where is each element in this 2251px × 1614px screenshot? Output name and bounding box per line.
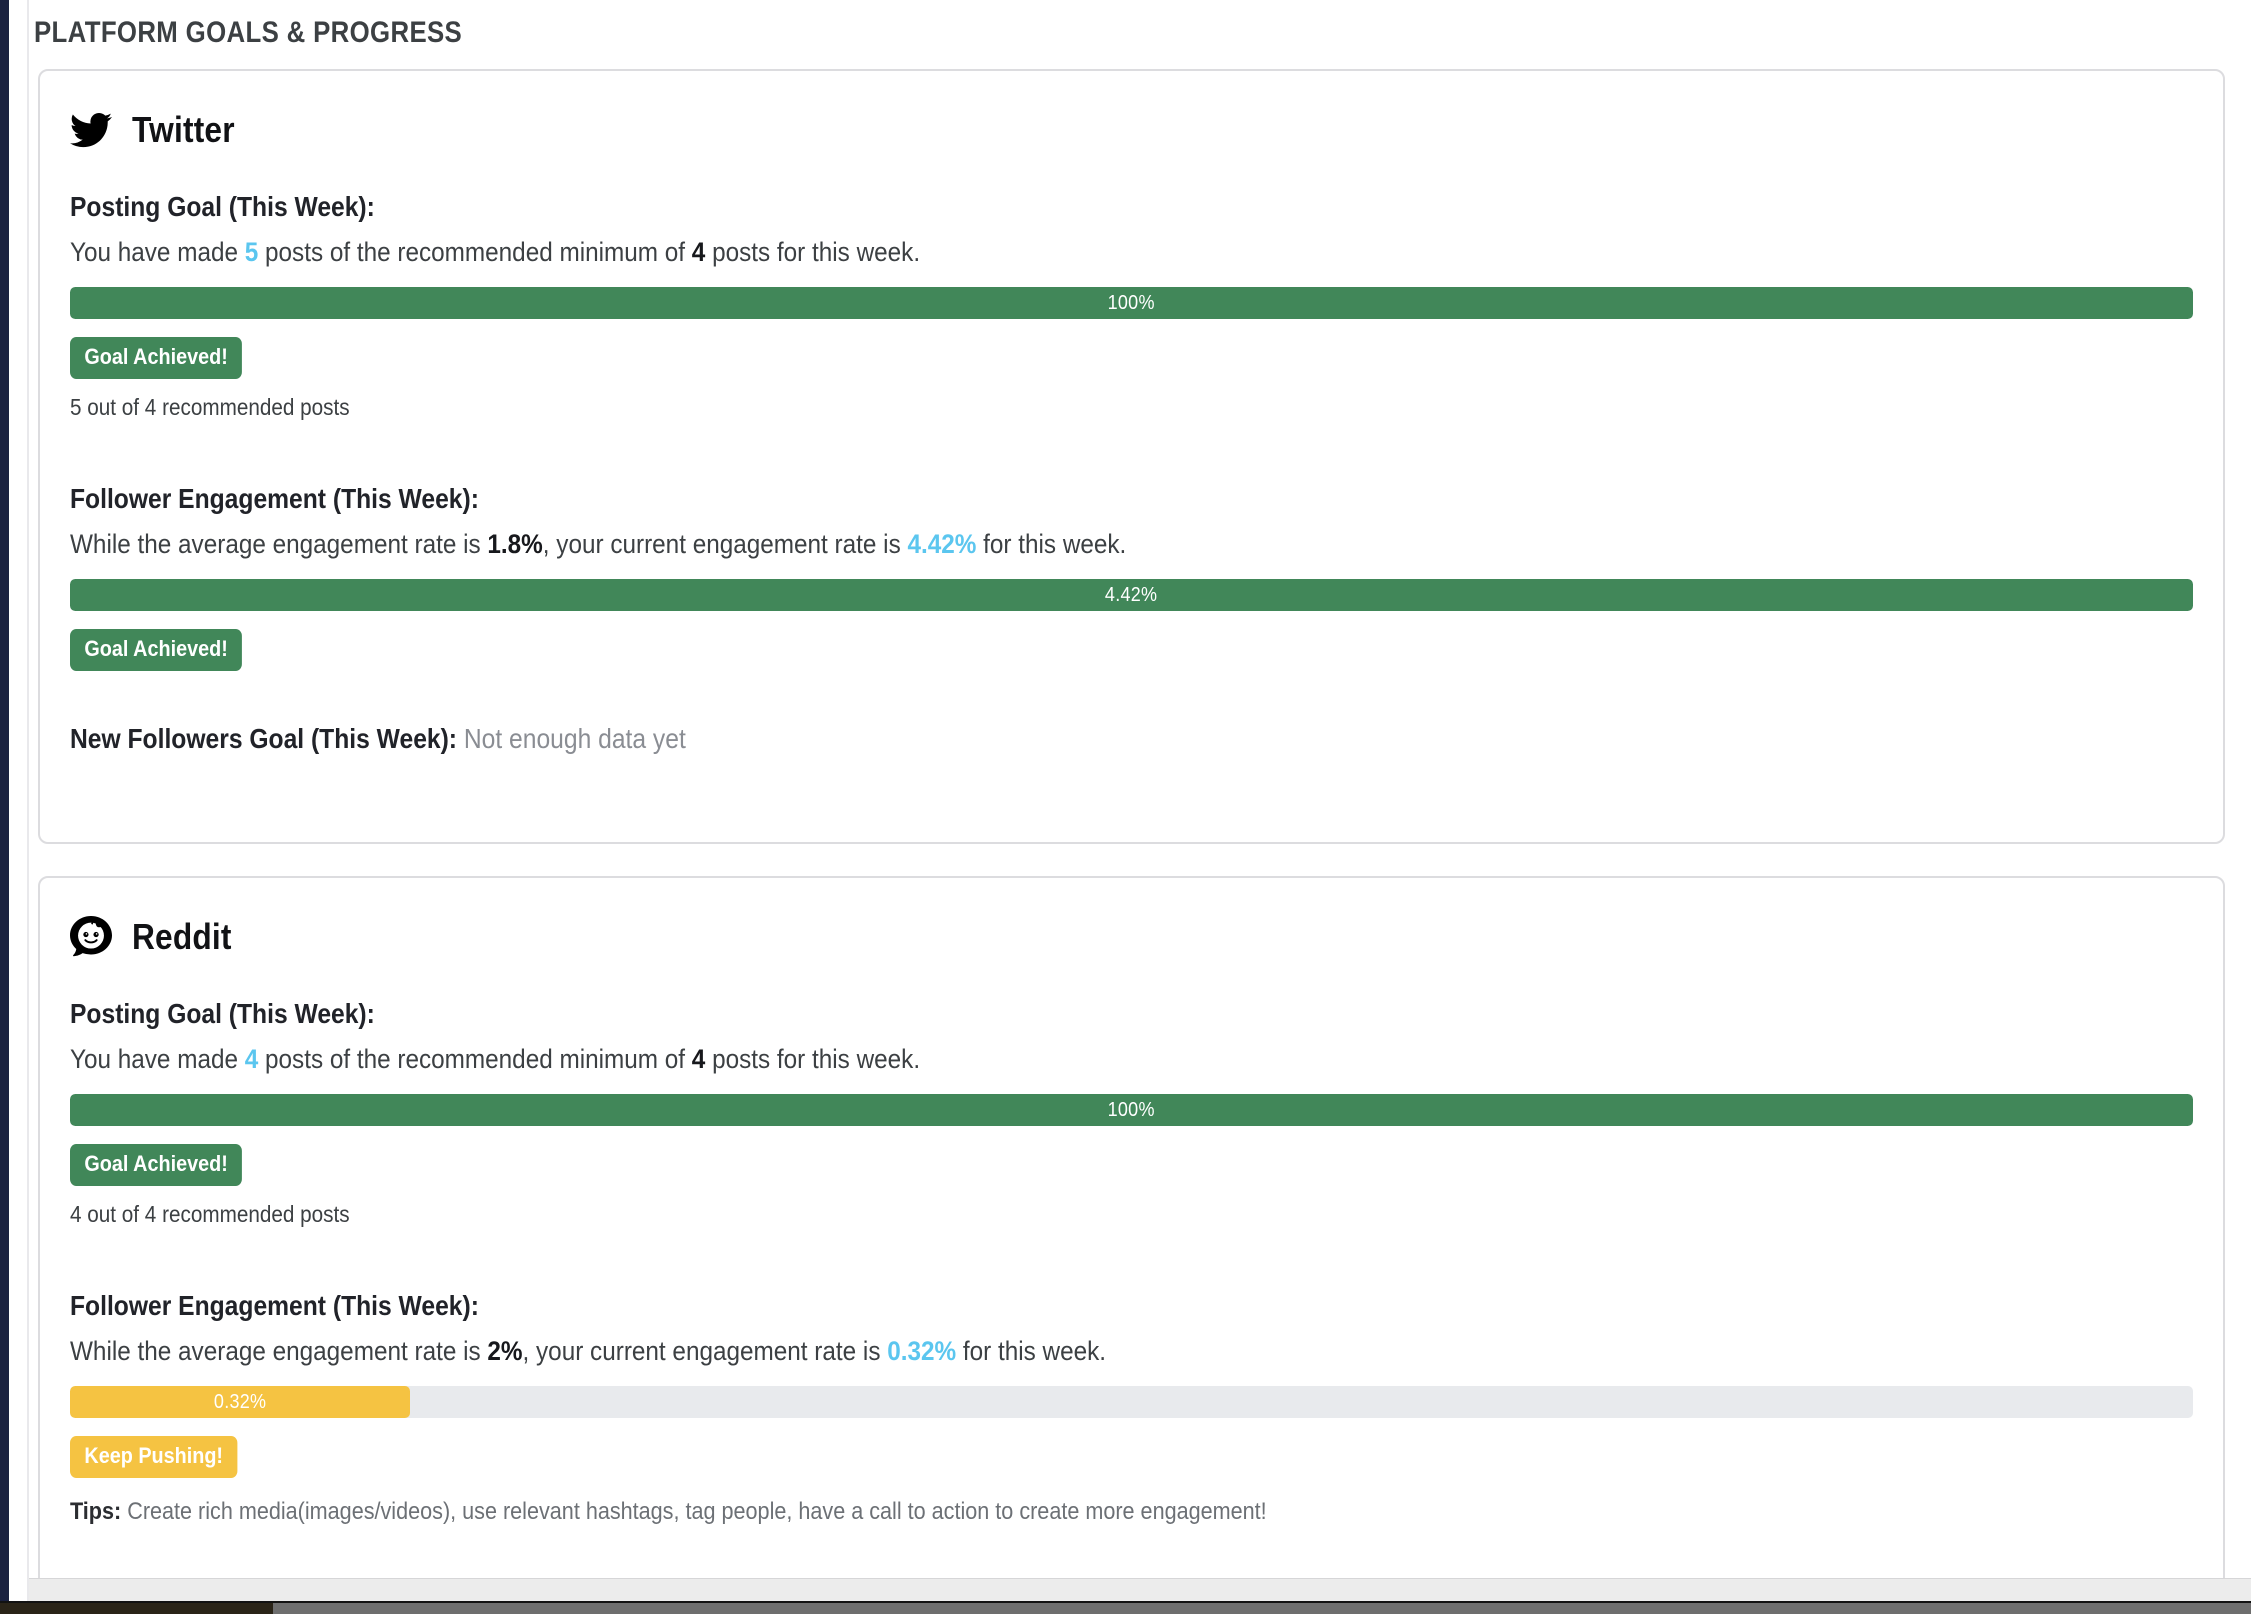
posting-goal-sentence: You have made 4 posts of the recommended…	[70, 1044, 1981, 1075]
progress-fill: 100%	[70, 287, 2193, 319]
platform-name-reddit: Reddit	[132, 916, 232, 957]
sentence-suffix: for this week.	[976, 529, 1127, 559]
engagement-goal-label: Follower Engagement (This Week):	[70, 1290, 479, 1321]
made-count: 4	[244, 1044, 259, 1074]
posting-goal-subnote: 4 out of 4 recommended posts	[70, 1201, 350, 1227]
horizontal-scrollbar[interactable]	[29, 1578, 2251, 1601]
sentence-mid: , your current engagement rate is	[522, 1336, 888, 1366]
average-rate: 2%	[487, 1336, 523, 1366]
status-badge: Goal Achieved!	[70, 1144, 243, 1186]
twitter-bird-icon	[70, 109, 112, 151]
progress-value-label: 4.42%	[1105, 583, 1158, 606]
platform-card-reddit: Reddit Posting Goal (This Week): You hav…	[38, 876, 2225, 1614]
posting-goal-label: Posting Goal (This Week):	[70, 998, 375, 1029]
made-count: 5	[244, 237, 259, 267]
posting-goal-sentence: You have made 5 posts of the recommended…	[70, 237, 1981, 268]
followers-goal-value-space	[457, 723, 464, 754]
minimum-count: 4	[691, 237, 706, 267]
platform-header-twitter: Twitter	[40, 71, 2223, 151]
progress-fill: 4.42%	[70, 579, 2193, 611]
progress-value-label: 100%	[1107, 1098, 1156, 1121]
posting-goal-reddit: Posting Goal (This Week): You have made …	[40, 958, 2223, 1228]
engagement-goal-progress-bar: 4.42%	[70, 579, 2193, 611]
engagement-goal-sentence: While the average engagement rate is 1.8…	[70, 529, 1981, 560]
platform-header-reddit: Reddit	[40, 878, 2223, 958]
followers-goal-value: Not enough data yet	[463, 723, 686, 754]
sentence-suffix: posts for this week.	[705, 1044, 921, 1074]
page-title: PLATFORM GOALS & PROGRESS	[34, 16, 463, 49]
sentence-mid: , your current engagement rate is	[542, 529, 908, 559]
platform-card-twitter: Twitter Posting Goal (This Week): You ha…	[38, 69, 2225, 844]
engagement-goal-label: Follower Engagement (This Week):	[70, 483, 479, 514]
taskbar[interactable]	[0, 1603, 2251, 1614]
current-rate: 4.42%	[907, 529, 977, 559]
sentence-prefix: You have made	[70, 237, 245, 267]
status-badge: Goal Achieved!	[70, 629, 243, 671]
followers-goal-label: New Followers Goal (This Week):	[70, 723, 458, 754]
average-rate: 1.8%	[487, 529, 543, 559]
sentence-mid: posts of the recommended minimum of	[258, 237, 692, 267]
content-left-rule	[27, 0, 29, 1601]
progress-value-label: 100%	[1107, 291, 1156, 314]
engagement-goal-twitter: Follower Engagement (This Week): While t…	[40, 483, 2223, 671]
followers-goal-line: New Followers Goal (This Week): Not enou…	[70, 723, 1938, 755]
spacer	[40, 1228, 2223, 1290]
current-rate: 0.32%	[887, 1336, 957, 1366]
tips-label: Tips:	[70, 1498, 122, 1525]
engagement-goal-progress-bar: 0.32%	[70, 1386, 2193, 1418]
engagement-goal-reddit: Follower Engagement (This Week): While t…	[40, 1290, 2223, 1526]
progress-fill: 0.32%	[70, 1386, 410, 1418]
sentence-suffix: posts for this week.	[705, 237, 921, 267]
tips-line: Tips: Create rich media(images/videos), …	[70, 1498, 1981, 1526]
minimum-count: 4	[691, 1044, 706, 1074]
sentence-suffix: for this week.	[956, 1336, 1107, 1366]
engagement-goal-sentence: While the average engagement rate is 2%,…	[70, 1336, 1981, 1367]
sentence-prefix: You have made	[70, 1044, 245, 1074]
progress-value-label: 0.32%	[213, 1390, 267, 1413]
status-badge: Keep Pushing!	[70, 1436, 238, 1478]
posting-goal-twitter: Posting Goal (This Week): You have made …	[40, 151, 2223, 421]
posting-goal-progress-bar: 100%	[70, 287, 2193, 319]
posting-goal-subnote: 5 out of 4 recommended posts	[70, 394, 350, 420]
spacer	[40, 421, 2223, 483]
sentence-prefix: While the average engagement rate is	[70, 1336, 488, 1366]
progress-fill: 100%	[70, 1094, 2193, 1126]
status-badge: Goal Achieved!	[70, 337, 243, 379]
app-left-edge	[0, 0, 9, 1601]
posting-goal-label: Posting Goal (This Week):	[70, 191, 375, 222]
followers-goal-twitter: New Followers Goal (This Week): Not enou…	[40, 723, 2223, 755]
sentence-mid: posts of the recommended minimum of	[258, 1044, 692, 1074]
spacer	[40, 671, 2223, 723]
posting-goal-progress-bar: 100%	[70, 1094, 2193, 1126]
sentence-prefix: While the average engagement rate is	[70, 529, 488, 559]
tips-text: Create rich media(images/videos), use re…	[121, 1498, 1267, 1525]
platform-name-twitter: Twitter	[132, 109, 235, 150]
platform-goals-page: PLATFORM GOALS & PROGRESS Twitter Postin…	[29, 0, 2251, 1614]
taskbar-active-window[interactable]	[0, 1603, 273, 1614]
reddit-snoo-icon	[70, 916, 112, 958]
